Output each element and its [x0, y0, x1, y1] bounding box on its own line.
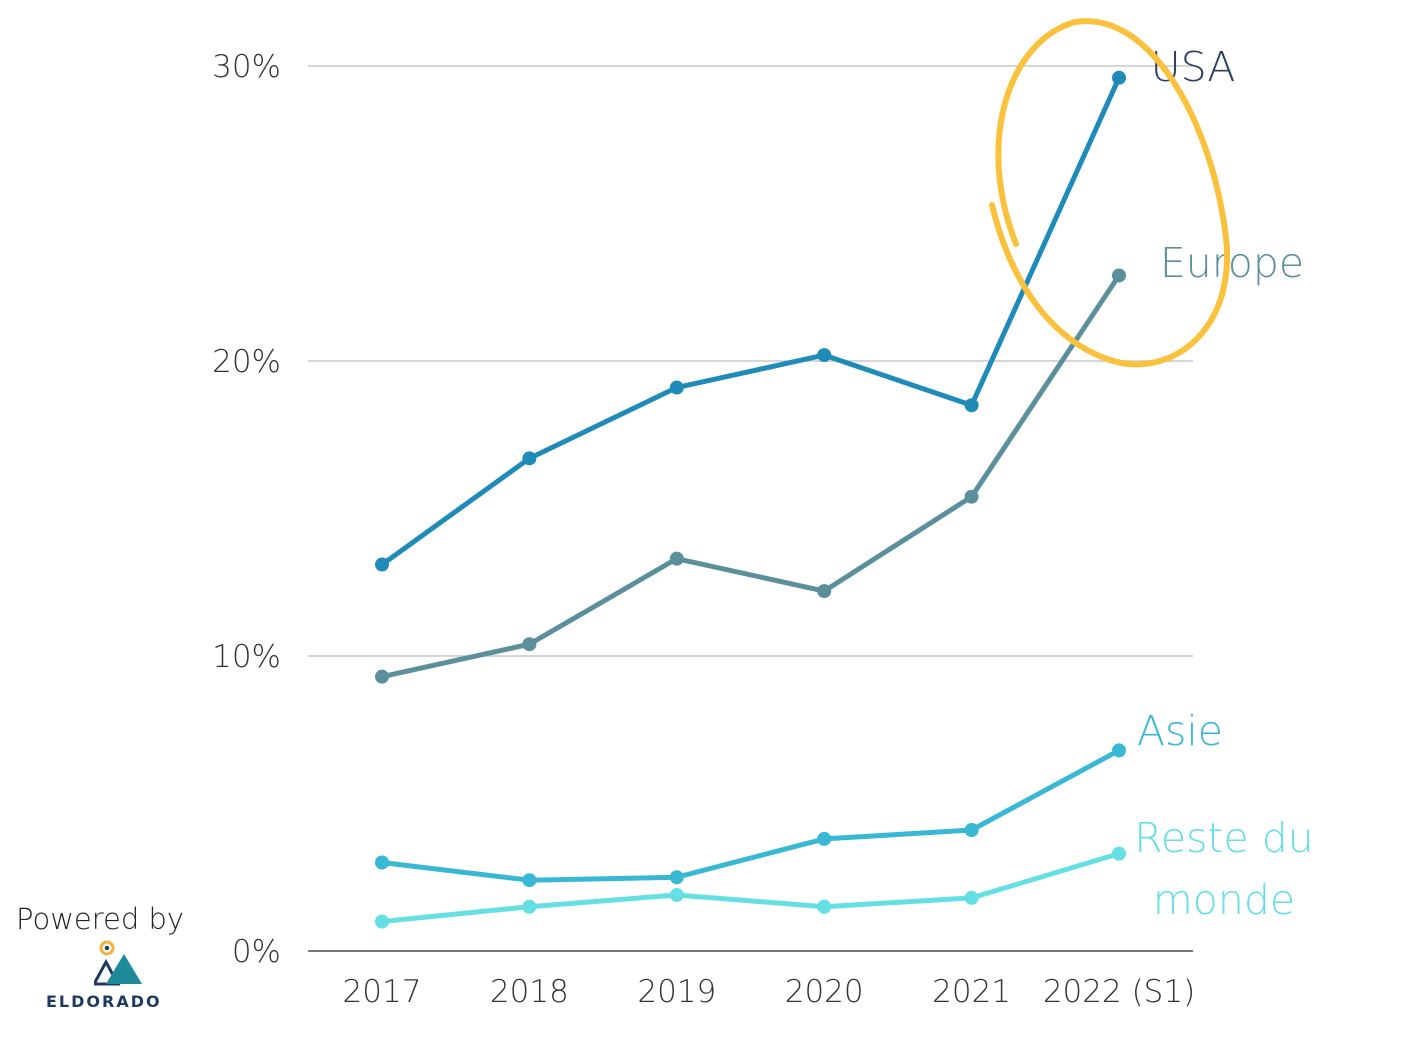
- y-tick-label: 30%: [212, 49, 281, 85]
- data-point: [669, 870, 684, 885]
- data-point: [817, 584, 832, 599]
- series-line: [379, 747, 1122, 883]
- mountain-sun-icon: [91, 940, 196, 990]
- data-point: [669, 551, 684, 566]
- x-tick-label: 2020: [785, 974, 864, 1010]
- data-point: [1112, 846, 1126, 861]
- data-point: [375, 914, 389, 929]
- series-line: [379, 75, 1122, 568]
- x-tick-label: 2017: [343, 974, 422, 1010]
- data-point: [1112, 268, 1126, 283]
- y-tick-label: 10%: [212, 639, 281, 675]
- highlight-annotation: [989, 18, 1230, 368]
- data-point: [964, 890, 979, 905]
- data-point: [817, 899, 832, 914]
- highlight-circle: [989, 18, 1230, 368]
- x-tick-label: 2018: [490, 974, 569, 1010]
- data-point: [669, 887, 684, 902]
- data-point: [964, 489, 979, 504]
- powered-by-text: Powered by: [16, 902, 185, 936]
- series-label: Asie: [1137, 707, 1223, 755]
- data-point: [522, 451, 537, 466]
- logo-sun: [99, 940, 115, 956]
- y-tick-label: 0%: [232, 934, 281, 970]
- logo-mountain-front: [106, 954, 142, 984]
- x-tick-label: 2022 (S1): [1043, 974, 1195, 1010]
- data-point: [375, 557, 389, 572]
- series-line: [379, 272, 1122, 680]
- logo-wordmark: ELDORADO: [46, 992, 162, 1011]
- series-line: [379, 851, 1122, 924]
- data-point: [522, 637, 537, 652]
- grid-lines: [308, 65, 1193, 657]
- data-point: [817, 831, 832, 846]
- y-axis-ticks: 0% 10% 20% 30%: [212, 49, 281, 970]
- data-point: [522, 873, 537, 888]
- data-point: [964, 398, 979, 413]
- y-tick-label: 20%: [212, 344, 281, 380]
- series-label: Europe: [1160, 239, 1304, 287]
- series-group: [375, 70, 1126, 929]
- data-point: [375, 855, 389, 870]
- x-tick-label: 2021: [932, 974, 1011, 1010]
- series-label: monde: [1153, 876, 1295, 924]
- data-point: [375, 669, 389, 684]
- x-axis-ticks: 2017 2018 2019 2020 2021 2022 (S1): [343, 974, 1196, 1010]
- data-point: [817, 348, 832, 363]
- data-point: [1112, 743, 1126, 758]
- data-point: [964, 823, 979, 838]
- data-point: [669, 380, 684, 395]
- series-label: Reste du: [1134, 814, 1314, 862]
- data-point: [1112, 70, 1126, 85]
- x-tick-label: 2019: [637, 974, 716, 1010]
- powered-by-branding: Powered by ELDORADO: [16, 902, 196, 1011]
- logo-sun-core: [104, 945, 110, 951]
- data-point: [522, 899, 537, 914]
